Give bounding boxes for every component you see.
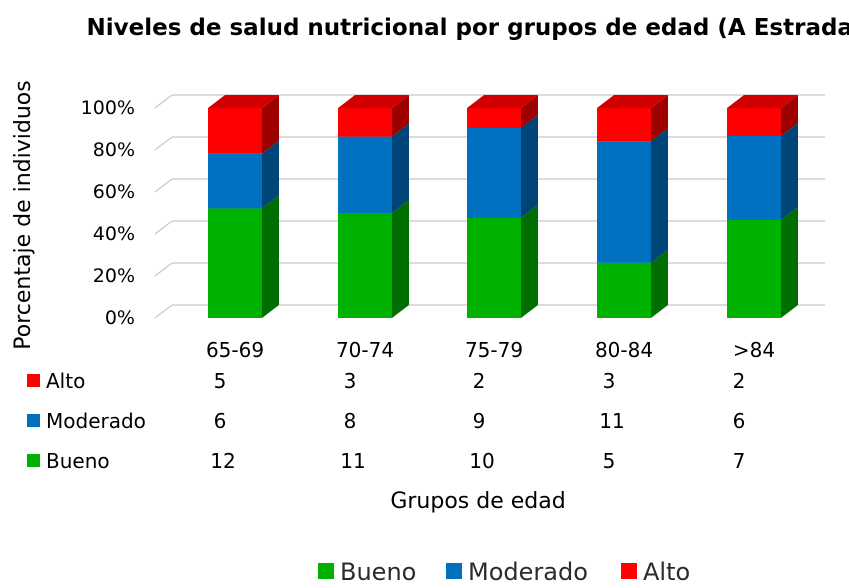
gridline-side xyxy=(154,304,173,319)
bar-side-alto-1 xyxy=(262,95,279,154)
bar-side-moderado-5 xyxy=(781,123,798,220)
bar-segment-alto-1 xyxy=(208,108,262,154)
bar-side-alto-3 xyxy=(521,95,538,128)
bar-side-moderado-3 xyxy=(521,115,538,218)
bar-top-1 xyxy=(208,95,279,108)
bar-side-alto-5 xyxy=(781,95,798,136)
bar-top-2 xyxy=(338,95,409,108)
category-labels: 65-69 70-74 75-79 80-84 >84 xyxy=(206,338,775,362)
bar-side-bueno-4 xyxy=(651,249,668,318)
legend-swatch-alto xyxy=(621,563,637,579)
legend-swatch-bueno xyxy=(318,563,334,579)
bar-segment-moderado-5 xyxy=(727,136,781,220)
table-cell: 3 xyxy=(603,369,616,393)
bar-side-moderado-4 xyxy=(651,128,668,263)
bars xyxy=(208,95,798,318)
bar-side-moderado-1 xyxy=(262,140,279,209)
y-tick-label: 100% xyxy=(81,97,135,119)
table-cell: 2 xyxy=(733,369,746,393)
gridline-side xyxy=(154,94,173,109)
table-cell: 11 xyxy=(340,449,365,473)
table-cell: 5 xyxy=(214,369,227,393)
y-tick-label: 40% xyxy=(93,223,135,245)
category-label: 75-79 xyxy=(465,338,523,362)
table-row-label: Moderado xyxy=(46,409,146,433)
x-axis-label: Grupos de edad xyxy=(390,489,565,514)
table-cell: 9 xyxy=(473,409,486,433)
bar-segment-bueno-1 xyxy=(208,208,262,318)
table-cell: 8 xyxy=(344,409,357,433)
table-key-moderado xyxy=(27,414,40,427)
table-cell: 7 xyxy=(733,449,746,473)
legend-label: Bueno xyxy=(340,558,416,586)
category-label: 65-69 xyxy=(206,338,264,362)
legend-label: Moderado xyxy=(468,558,588,586)
bar-segment-bueno-4 xyxy=(597,262,651,318)
bar-side-bueno-3 xyxy=(521,205,538,318)
bar-side-moderado-2 xyxy=(392,123,409,213)
category-label: 70-74 xyxy=(336,338,394,362)
y-tick-label: 0% xyxy=(105,307,135,329)
chart-title: Niveles de salud nutricional por grupos … xyxy=(87,15,849,41)
bar-segment-bueno-5 xyxy=(727,220,781,318)
gridline-side xyxy=(154,220,173,235)
y-tick-label: 20% xyxy=(93,265,135,287)
bar-side-bueno-2 xyxy=(392,200,409,318)
bar-top-5 xyxy=(727,95,798,108)
category-label: >84 xyxy=(733,338,775,362)
y-tick-label: 60% xyxy=(93,181,135,203)
table-row-label: Bueno xyxy=(46,449,110,473)
bar-segment-bueno-2 xyxy=(338,213,392,318)
table-cell: 5 xyxy=(603,449,616,473)
bar-segment-moderado-1 xyxy=(208,153,262,209)
bar-segment-alto-4 xyxy=(597,108,651,142)
category-label: 80-84 xyxy=(595,338,653,362)
table-cell: 10 xyxy=(469,449,494,473)
table-cell: 6 xyxy=(733,409,746,433)
table-cell: 11 xyxy=(599,409,624,433)
bar-side-alto-2 xyxy=(392,95,409,137)
table-cell: 2 xyxy=(473,369,486,393)
bar-segment-moderado-3 xyxy=(467,128,521,218)
table-row-label: Alto xyxy=(46,369,85,393)
y-tick-labels: 0% 20% 40% 60% 80% 100% xyxy=(81,97,135,329)
gridline-side xyxy=(154,136,173,151)
table-cell: 6 xyxy=(214,409,227,433)
bar-segment-alto-3 xyxy=(467,108,521,128)
table-cell: 12 xyxy=(210,449,235,473)
bar-segment-moderado-2 xyxy=(338,136,392,213)
data-table: Alto 5 3 2 3 2 Moderado 6 8 9 11 6 Bueno 12 11 10 5 7 xyxy=(27,369,745,473)
y-axis-label: Porcentaje de individuos xyxy=(11,80,36,349)
y-tick-label: 80% xyxy=(93,139,135,161)
gridline-side xyxy=(154,262,173,277)
table-key-alto xyxy=(27,374,40,387)
table-cell: 3 xyxy=(344,369,357,393)
bar-segment-alto-5 xyxy=(727,108,781,136)
bar-top-4 xyxy=(597,95,668,108)
legend: Bueno Moderado Alto xyxy=(318,558,690,586)
bar-side-alto-4 xyxy=(651,95,668,142)
bar-segment-alto-2 xyxy=(338,108,392,137)
bar-top-3 xyxy=(467,95,538,108)
legend-label: Alto xyxy=(643,558,690,586)
bar-side-bueno-5 xyxy=(781,207,798,318)
bar-segment-bueno-3 xyxy=(467,218,521,318)
gridline-side xyxy=(154,178,173,193)
bar-segment-moderado-4 xyxy=(597,141,651,263)
table-key-bueno xyxy=(27,454,40,467)
bar-side-bueno-1 xyxy=(262,195,279,318)
legend-swatch-moderado xyxy=(446,563,462,579)
